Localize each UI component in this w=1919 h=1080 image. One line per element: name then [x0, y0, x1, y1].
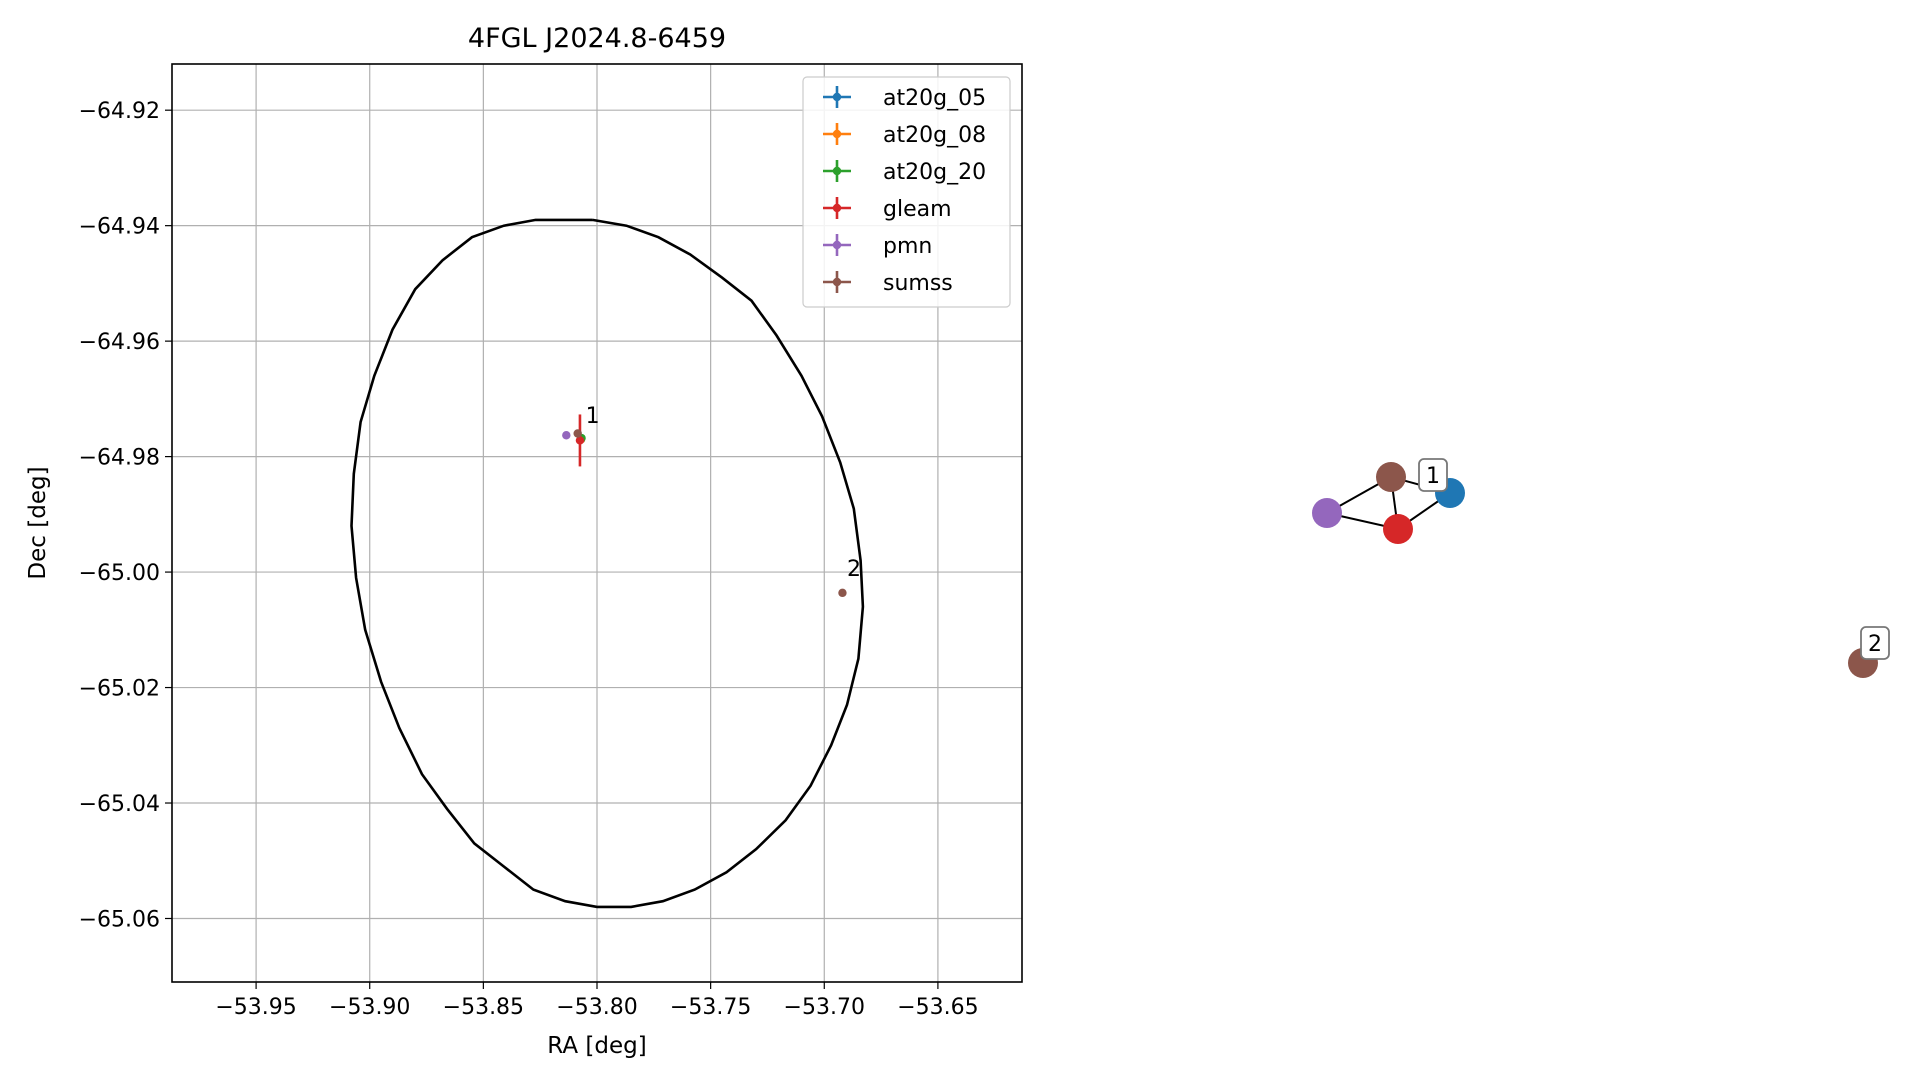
y-tick-label: −65.04: [79, 792, 160, 817]
x-tick-label: −53.65: [897, 995, 978, 1020]
legend-marker: [832, 129, 842, 139]
legend-label: at20g_05: [883, 86, 986, 111]
network-label-box: [1418, 458, 1448, 492]
legend-marker: [832, 203, 842, 213]
point-gleam: [575, 414, 585, 467]
marker: [573, 429, 582, 438]
x-axis-label: RA [deg]: [547, 1033, 646, 1059]
y-tick-label: −65.02: [79, 677, 160, 702]
legend-entry: pmn: [823, 234, 932, 259]
network-label: 2: [1860, 626, 1890, 660]
legend-entry: at20g_08: [823, 123, 986, 148]
legend-marker: [832, 277, 842, 287]
legend-entry: gleam: [823, 197, 952, 222]
network-label-text: 2: [1868, 632, 1882, 657]
x-tick-label: −53.80: [556, 995, 637, 1020]
legend-label: at20g_08: [883, 123, 986, 148]
legend-entry: at20g_05: [823, 86, 986, 111]
legend-box: [802, 76, 1011, 308]
y-axis-label: Dec [deg]: [25, 466, 51, 579]
legend-marker: [832, 166, 842, 176]
legend-label: at20g_20: [883, 160, 986, 185]
network-node-gleam: [1383, 514, 1413, 544]
x-tick-label: −53.75: [670, 995, 751, 1020]
point-sumss: [573, 429, 582, 438]
y-tick-label: −64.96: [79, 330, 160, 355]
network-label: 1: [1418, 458, 1448, 492]
y-tick-label: −64.98: [79, 446, 160, 471]
marker: [575, 436, 585, 445]
legend-entry: at20g_20: [823, 160, 986, 185]
error-ellipse-layer: [350, 218, 865, 909]
scatter-panel: 4FGL J2024.8-6459 12 −53.95 −53.90 −53.85−…: [25, 23, 1023, 1059]
network-node-sumss: [1376, 462, 1406, 492]
legend-label: pmn: [883, 234, 932, 259]
data-points-layer: [562, 414, 847, 598]
network-label-text: 1: [1426, 464, 1440, 489]
point-pmn: [562, 431, 571, 440]
legend-label: gleam: [883, 197, 952, 222]
point-annotation: 1: [586, 404, 600, 429]
marker: [562, 431, 571, 440]
legend-label: sumss: [883, 271, 953, 296]
network-node-pmn: [1312, 498, 1342, 528]
x-ticks: −53.95 −53.90 −53.85 −53.80 −53.75 −53.70 −53.…: [215, 982, 979, 1020]
x-tick-label: −53.95: [215, 995, 296, 1020]
point-annotation: 2: [847, 557, 861, 582]
marker: [838, 588, 847, 598]
legend-entry: sumss: [823, 271, 953, 296]
legend-marker: [832, 92, 842, 102]
annotation-layer: 12: [586, 404, 861, 582]
y-ticks: −64.92 −64.94 −64.96 −64.98 −65.00 −65.02 −65.…: [79, 99, 172, 932]
x-tick-label: −53.90: [329, 995, 410, 1020]
error-ellipse: [350, 218, 865, 909]
legend-marker: [832, 240, 842, 250]
y-tick-label: −64.94: [79, 215, 160, 240]
x-tick-label: −53.85: [443, 995, 524, 1020]
point-sumss: [838, 588, 847, 598]
network-label-box: [1860, 626, 1890, 660]
chart-title: 4FGL J2024.8-6459: [468, 23, 726, 54]
y-tick-label: −65.00: [79, 561, 160, 586]
y-tick-label: −65.06: [79, 907, 160, 932]
x-tick-label: −53.70: [784, 995, 865, 1020]
association-network-panel: 12: [1312, 458, 1890, 678]
y-tick-label: −64.92: [79, 99, 160, 124]
